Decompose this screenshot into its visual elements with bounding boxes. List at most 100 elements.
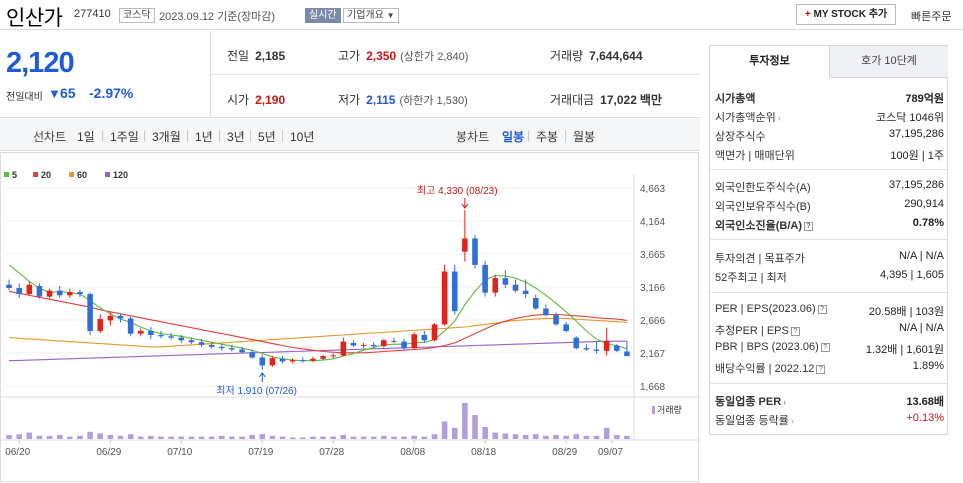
tab-3month[interactable]: 3개월	[152, 130, 181, 144]
candle-body	[482, 264, 488, 293]
candle-body	[188, 340, 195, 343]
tab-5year[interactable]: 5년	[258, 130, 276, 144]
volume-bar	[259, 434, 266, 439]
volume-bar	[472, 415, 478, 439]
lower-limit: (하한가 1,530)	[399, 95, 468, 107]
candle-body	[279, 358, 286, 362]
volume-bar	[36, 435, 43, 439]
candle-body	[16, 288, 22, 294]
tab-1day[interactable]: 1일	[77, 130, 95, 144]
candle-body	[300, 360, 306, 362]
volume-bar	[229, 436, 235, 439]
low-value: 2,115	[366, 93, 396, 107]
y-tick-label: 2,666	[640, 316, 665, 327]
help-icon[interactable]: ?	[820, 342, 830, 352]
legend-swatch	[69, 172, 74, 177]
volume-bar	[350, 436, 357, 439]
candle-body	[340, 341, 347, 356]
volume-bar	[370, 436, 377, 439]
candle-body	[229, 348, 235, 350]
x-tick-label: 07/28	[319, 447, 344, 458]
y-tick-label: 4,663	[640, 184, 665, 195]
info-value: 100원 | 1주	[890, 150, 944, 162]
info-label: 액면가 | 매매단위	[715, 150, 795, 162]
help-icon[interactable]: ?	[816, 364, 826, 374]
candle-body	[543, 308, 549, 316]
tab-separator: |	[101, 128, 105, 142]
tab-1year[interactable]: 1년	[195, 130, 213, 144]
volume-bar	[158, 436, 164, 439]
candle-body	[512, 284, 519, 291]
chart-frame	[0, 152, 699, 482]
candle-body	[310, 358, 316, 361]
candle-body	[360, 344, 367, 346]
help-icon[interactable]: ?	[790, 326, 800, 336]
candle-body	[370, 344, 377, 347]
tab-10year[interactable]: 10년	[290, 130, 315, 144]
tab-monthly-candle[interactable]: 월봉	[573, 130, 596, 144]
price-chart[interactable]: 4,663 4,164 3,665 3,166 2,666 2,167 1,668 5 20 60…	[0, 152, 700, 483]
volume-bar	[168, 436, 174, 439]
volume-bar	[563, 435, 569, 439]
prev-close-label: 전일	[227, 49, 250, 63]
info-value: 13.68배	[906, 396, 944, 408]
candle-body	[350, 342, 357, 346]
tab-separator: |	[249, 128, 253, 142]
divider	[710, 239, 947, 240]
volume-bar	[26, 432, 33, 439]
info-label: 추정PER | EPS?	[715, 322, 800, 338]
line-chart-label: 선차트	[33, 130, 67, 144]
tab-weekly-candle[interactable]: 주봉	[536, 130, 559, 144]
x-tick-label: 08/29	[552, 447, 577, 458]
tab-separator: |	[281, 128, 285, 142]
candle-body	[158, 334, 164, 337]
y-tick-label: 4,164	[640, 217, 665, 228]
help-icon[interactable]: ?	[817, 304, 827, 314]
upper-limit: (상한가 2,840)	[400, 51, 469, 63]
volume-bar	[218, 435, 225, 439]
info-row-listed-shares: 상장주식수 37,195,286	[715, 128, 944, 144]
add-mystock-button[interactable]: + MY STOCK 추가	[796, 4, 896, 25]
volume-bar	[117, 435, 124, 439]
volume-bar	[330, 436, 336, 439]
x-tick-label: 08/08	[400, 447, 425, 458]
volume-bar	[401, 436, 407, 439]
stock-code: 277410	[74, 8, 111, 20]
prev-close: 전일 2,185	[227, 47, 285, 64]
divider	[710, 383, 947, 384]
divider	[710, 169, 947, 170]
info-value: 37,195,286	[888, 179, 944, 191]
x-tick-label: 06/20	[5, 447, 30, 458]
candle-body	[178, 337, 185, 341]
company-overview-label: 기업개요	[347, 10, 384, 21]
candle-body	[472, 238, 478, 265]
x-tick-label: 07/19	[248, 447, 273, 458]
volume-bar	[381, 435, 387, 439]
volume-label: 거래량	[550, 49, 584, 63]
candle-body	[67, 291, 73, 296]
info-value: N/A | N/A	[898, 322, 944, 334]
realtime-button[interactable]: 실시간	[305, 8, 341, 23]
market-badge: 코스닥	[119, 8, 155, 23]
current-price: 2,120	[6, 47, 75, 79]
candle-body	[532, 297, 539, 309]
info-row-foreign-hold: 외국인보유주식수(B) 290,914	[715, 198, 944, 214]
volume-bar	[593, 435, 600, 439]
company-overview-button[interactable]: 기업개요 ▼	[343, 8, 399, 23]
tab-invest-info[interactable]: 투자정보	[710, 46, 830, 78]
info-label: 동일업종 등락률 ›	[715, 415, 794, 427]
candle-body	[522, 290, 529, 294]
tab-orderbook[interactable]: 호가 10단계	[830, 46, 948, 78]
help-icon[interactable]: ?	[804, 221, 813, 231]
quick-order-link[interactable]: 빠른주문	[911, 11, 952, 23]
tab-daily-candle[interactable]: 일봉	[502, 130, 525, 144]
volume-bar	[340, 435, 347, 439]
volume-bar	[6, 435, 12, 439]
tab-3year[interactable]: 3년	[227, 130, 245, 144]
info-value: N/A | N/A	[898, 250, 944, 262]
volume-bar	[87, 431, 93, 439]
change-value: 65	[60, 85, 76, 101]
volume-bar	[462, 403, 468, 439]
volume-bar	[522, 435, 529, 439]
tab-1week[interactable]: 1주일	[110, 130, 139, 144]
